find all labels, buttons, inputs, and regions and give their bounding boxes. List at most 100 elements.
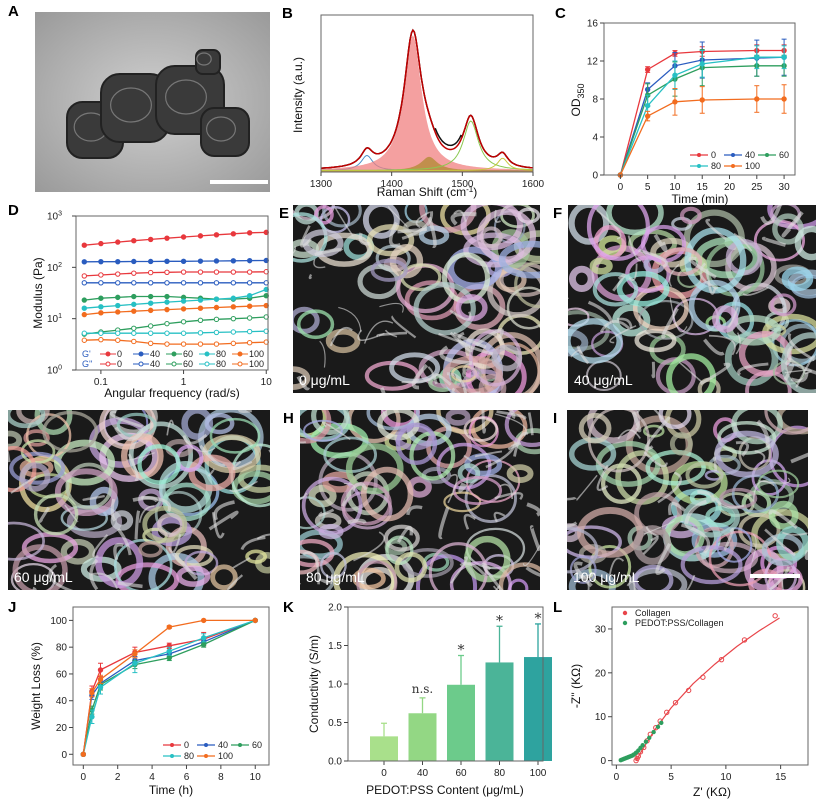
plot-frame: [611, 606, 809, 766]
fiber: [117, 581, 143, 589]
fiber: [240, 536, 266, 551]
x-tick-label: 100: [530, 768, 547, 779]
tem-image: [35, 12, 270, 192]
data-point: [147, 269, 154, 276]
pore-wall: [768, 500, 799, 530]
chart-B: 1300 1400 1500 1600 Intensity (a.u.) Raman Sh…: [291, 14, 545, 199]
fiber: [126, 452, 155, 461]
data-point: [197, 341, 204, 347]
legend-marker: [171, 361, 177, 367]
fiber: [433, 373, 452, 386]
x-tick-label: 10: [261, 377, 273, 388]
pore-wall: [568, 205, 610, 245]
fiber: [446, 372, 468, 393]
data-point: [230, 295, 237, 301]
fiber: [756, 419, 770, 448]
fiber: [752, 480, 775, 502]
pore-wall: [19, 457, 54, 478]
x-tick-label: 6: [184, 772, 190, 783]
fiber: [89, 558, 99, 590]
sem-F: 40 μg/mL: [568, 205, 816, 393]
x-tick-label: 25: [751, 182, 763, 193]
fiber: [587, 300, 614, 324]
series-line-60: [619, 65, 785, 176]
fiber: [92, 534, 109, 558]
y-tick-label: 20: [56, 723, 68, 734]
data-point: [180, 280, 187, 286]
y-tick-label: 1.0: [328, 680, 342, 691]
pore-wall: [157, 512, 185, 538]
fiber: [449, 331, 473, 353]
pore-wall: [457, 463, 481, 484]
data-point: [213, 258, 220, 264]
legend-label: PEDOT:PSS/Collagen: [635, 618, 724, 628]
fiber: [226, 574, 244, 590]
data-point: [98, 336, 104, 343]
data-point: [81, 273, 87, 279]
pore-wall: [12, 544, 68, 590]
series-line-80: [84, 288, 267, 309]
y-axis-label: Conductivity (S/m): [307, 635, 321, 733]
fiber: [199, 444, 226, 467]
data-point: [180, 298, 187, 304]
fiber: [643, 520, 675, 535]
legend-marker: [105, 361, 111, 367]
superscript: -1: [466, 185, 474, 194]
data-point: [246, 315, 253, 321]
fiber: [347, 518, 367, 525]
data-point: [213, 304, 220, 311]
data-point: [147, 258, 154, 265]
peak-fill: [321, 156, 533, 172]
fiber: [127, 453, 139, 481]
pore-wall: [293, 366, 311, 390]
pore-wall: [770, 293, 797, 317]
fiber: [134, 510, 141, 540]
fiber: [439, 345, 473, 366]
legend-row-label: G': [82, 349, 91, 359]
data-point: [230, 340, 237, 347]
fiber: [380, 410, 387, 417]
data-point: [80, 751, 87, 757]
fiber: [790, 372, 809, 383]
series-line-0: [619, 49, 785, 176]
series-line-0: [84, 231, 267, 246]
data-point: [147, 300, 154, 306]
data-point: [644, 66, 651, 73]
fiber: [388, 221, 401, 248]
data-point: [115, 330, 121, 336]
fiber: [596, 464, 609, 491]
pore-wall: [10, 562, 56, 590]
pore-wall: [8, 521, 45, 561]
pore-wall: [413, 282, 476, 336]
pore-wall: [447, 246, 502, 290]
data-point: [81, 330, 87, 336]
bar-80: [485, 662, 514, 761]
x-tick-label: 5: [645, 182, 651, 193]
pore-wall: [314, 205, 334, 225]
pore-wall: [781, 266, 814, 292]
fiber: [494, 209, 502, 223]
x-tick-label: 4: [149, 772, 155, 783]
pore-wall: [60, 538, 96, 565]
legend-label-40: 40: [218, 740, 228, 750]
fiber: [296, 375, 310, 391]
x-axis-label: Time (min): [672, 192, 729, 206]
x-tick-label: 0: [381, 768, 387, 779]
panel-label-I: I: [553, 410, 557, 427]
y-tick-label: 8: [592, 95, 598, 106]
fiber: [616, 317, 633, 329]
data-point: [98, 310, 104, 316]
fiber: [302, 551, 320, 585]
pore-wall: [685, 461, 724, 489]
pore-wall: [506, 286, 540, 330]
pore-wall: [449, 561, 512, 590]
pore-wall: [356, 560, 398, 590]
fiber: [10, 476, 37, 494]
data-point: [230, 329, 237, 335]
fiber: [507, 410, 516, 420]
y-tick-label: 20: [595, 668, 607, 679]
data-point: [131, 330, 137, 336]
legend-label-60: 60: [779, 150, 789, 160]
x-tick-label: 0: [614, 772, 620, 783]
